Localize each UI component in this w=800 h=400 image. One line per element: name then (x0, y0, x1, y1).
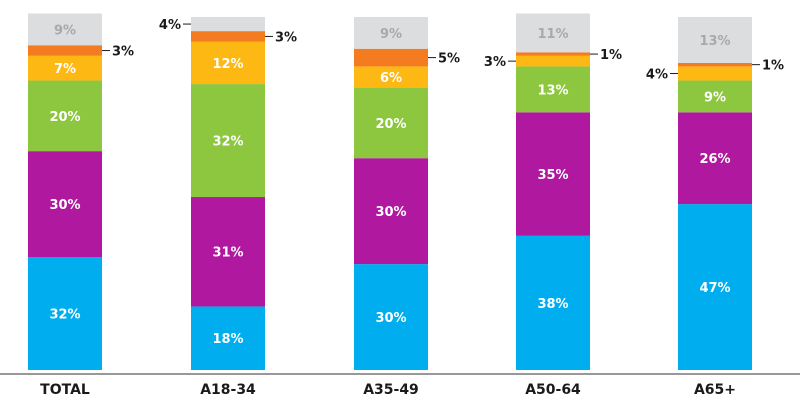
segment-value-label: 13% (699, 34, 730, 49)
labels-layer: 32% 30% 20% 7% 3% 9% 18% 31% 32% 12% 3% 4% 30% 30% 20%… (49, 18, 784, 347)
bar-segment (516, 235, 590, 370)
category-label: A35-49 (363, 382, 419, 398)
bar-segment (28, 55, 102, 81)
segment-value-label: 5% (438, 52, 460, 67)
bar-segment (28, 13, 102, 46)
segment-value-label: 47% (699, 281, 730, 296)
segment-value-label: 4% (159, 18, 181, 33)
bars-layer (28, 13, 752, 370)
bar-segment (28, 151, 102, 258)
segment-value-label: 1% (762, 59, 784, 74)
segment-value-label: 1% (600, 48, 622, 63)
segment-value-label: 30% (375, 205, 406, 220)
bar-segment (354, 158, 428, 265)
segment-value-label: 38% (537, 297, 568, 312)
bar-segment (516, 52, 590, 56)
segment-value-label: 3% (484, 55, 506, 70)
bar-segment (678, 80, 752, 113)
bar-segment (678, 204, 752, 370)
segment-value-label: 26% (699, 152, 730, 167)
bar-segment (191, 84, 265, 198)
bar-segment (516, 55, 590, 67)
segment-value-label: 9% (704, 90, 726, 105)
bar-segment (191, 17, 265, 32)
bar-segment (28, 257, 102, 370)
segment-value-label: 35% (537, 168, 568, 183)
segment-value-label: 3% (275, 30, 297, 45)
bar-segment (191, 306, 265, 370)
segment-value-label: 18% (212, 332, 243, 347)
segment-value-label: 20% (49, 110, 80, 125)
segment-value-label: 9% (54, 23, 76, 38)
segment-value-label: 11% (537, 27, 568, 42)
segment-value-label: 31% (212, 246, 243, 261)
bar-segment (28, 45, 102, 56)
segment-value-label: 4% (646, 67, 668, 82)
bar-segment (191, 197, 265, 307)
segment-value-label: 13% (537, 83, 568, 98)
bar-segment (354, 48, 428, 67)
bar-segment (191, 41, 265, 85)
bar-segment (516, 13, 590, 53)
bar-segment (678, 66, 752, 81)
category-label: TOTAL (40, 382, 90, 398)
category-label: A18-34 (200, 382, 256, 398)
bar-segment (354, 17, 428, 49)
bar-segment (678, 62, 752, 67)
bar-segment (354, 264, 428, 370)
segment-value-label: 32% (212, 135, 243, 150)
segment-value-label: 20% (375, 117, 406, 132)
bar-segment (191, 31, 265, 42)
category-label: A50-64 (525, 382, 581, 398)
segment-value-label: 9% (380, 27, 402, 42)
segment-value-label: 30% (49, 198, 80, 213)
bar-segment (678, 112, 752, 205)
bar-segment (516, 112, 590, 236)
bar-segment (354, 66, 428, 88)
bar-segment (354, 87, 428, 159)
segment-value-label: 7% (54, 62, 76, 77)
segment-value-label: 32% (49, 308, 80, 323)
segment-value-label: 30% (375, 311, 406, 326)
bar-segment (516, 66, 590, 113)
bar-segment (678, 17, 752, 63)
bar-segment (28, 80, 102, 152)
category-label: A65+ (694, 382, 736, 398)
segment-value-label: 3% (112, 45, 134, 60)
segment-value-label: 6% (380, 71, 402, 86)
segment-value-label: 12% (212, 57, 243, 72)
category-labels-layer: TOTAL A18-34 A35-49 A50-64 A65+ (40, 382, 736, 398)
